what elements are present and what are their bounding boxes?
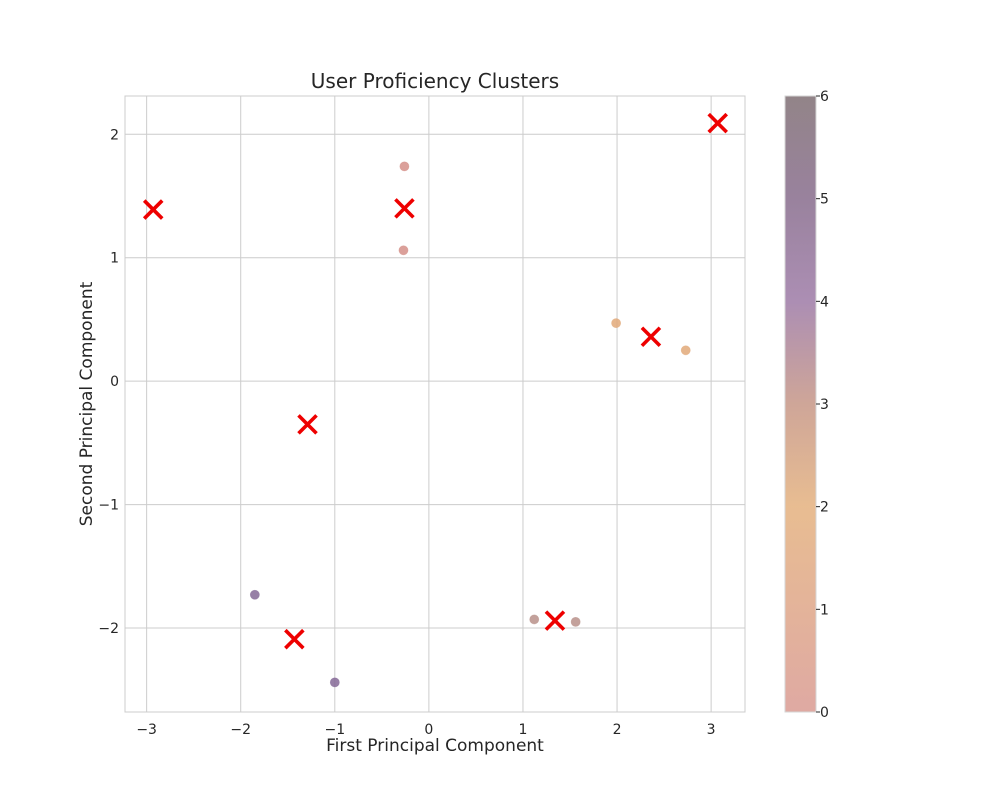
colorbar-tick-label: 2 xyxy=(820,500,829,516)
plot-frame xyxy=(124,95,746,713)
centroid-stroke xyxy=(640,326,662,347)
centroid-marker xyxy=(297,414,318,435)
centroid-stroke xyxy=(284,628,305,650)
data-point xyxy=(329,677,340,688)
y-tick-labels: −2 −1 0 1 2 xyxy=(98,127,119,637)
x-tick-label: −3 xyxy=(136,722,157,738)
x-tick-label: 1 xyxy=(519,722,528,738)
data-point xyxy=(249,589,260,600)
x-tick-labels: −3 −2 −1 0 1 2 3 xyxy=(136,722,715,738)
colorbar-tick-label: 5 xyxy=(820,192,829,208)
data-point xyxy=(398,245,409,256)
data-point xyxy=(611,318,622,329)
colorbar-tick-label: 4 xyxy=(820,294,829,310)
centroid-marker xyxy=(544,610,566,631)
colorbar-tick-label: 1 xyxy=(820,602,829,618)
y-axis-label: Second Principal Component xyxy=(77,281,97,526)
x-tick-label: 2 xyxy=(613,722,622,738)
colorbar-tick-label: 3 xyxy=(820,397,829,413)
data-point xyxy=(570,616,581,627)
chart-title: User Proficiency Clusters xyxy=(311,69,559,93)
centroid-stroke xyxy=(544,610,566,631)
centroid-marker xyxy=(394,198,415,219)
colorbar-tick-label: 6 xyxy=(820,89,829,105)
centroid-stroke xyxy=(142,199,164,220)
points-layer xyxy=(249,161,691,688)
centroid-marker xyxy=(142,199,164,220)
x-tick-label: 0 xyxy=(424,722,433,738)
centroids-layer xyxy=(142,112,728,650)
centroid-stroke xyxy=(707,112,728,134)
data-point xyxy=(529,614,540,625)
data-point xyxy=(680,345,691,356)
centroid-marker xyxy=(707,112,728,134)
data-point xyxy=(399,161,410,172)
plot-background xyxy=(125,96,745,712)
y-tick-label: −2 xyxy=(98,621,119,637)
centroid-stroke xyxy=(394,198,415,219)
y-tick-label: 1 xyxy=(110,251,119,267)
centroid-stroke xyxy=(297,414,318,435)
plot-area xyxy=(124,95,746,713)
colorbar-gradient xyxy=(785,96,816,712)
centroid-marker xyxy=(284,628,305,650)
x-tick-label: 3 xyxy=(707,722,716,738)
colorbar-tick-label: 0 xyxy=(820,705,829,721)
grid-lines xyxy=(125,96,745,712)
x-tick-label: −1 xyxy=(324,722,345,738)
centroid-marker xyxy=(640,326,662,347)
y-tick-label: 2 xyxy=(110,127,119,143)
y-tick-label: −1 xyxy=(98,498,119,514)
x-tick-label: −2 xyxy=(230,722,251,738)
colorbar: 0 1 2 3 4 5 6 xyxy=(784,89,829,721)
x-axis-label: First Principal Component xyxy=(326,736,544,756)
y-tick-label: 0 xyxy=(110,374,119,390)
colorbar-tick-labels: 0 1 2 3 4 5 6 xyxy=(816,89,829,721)
